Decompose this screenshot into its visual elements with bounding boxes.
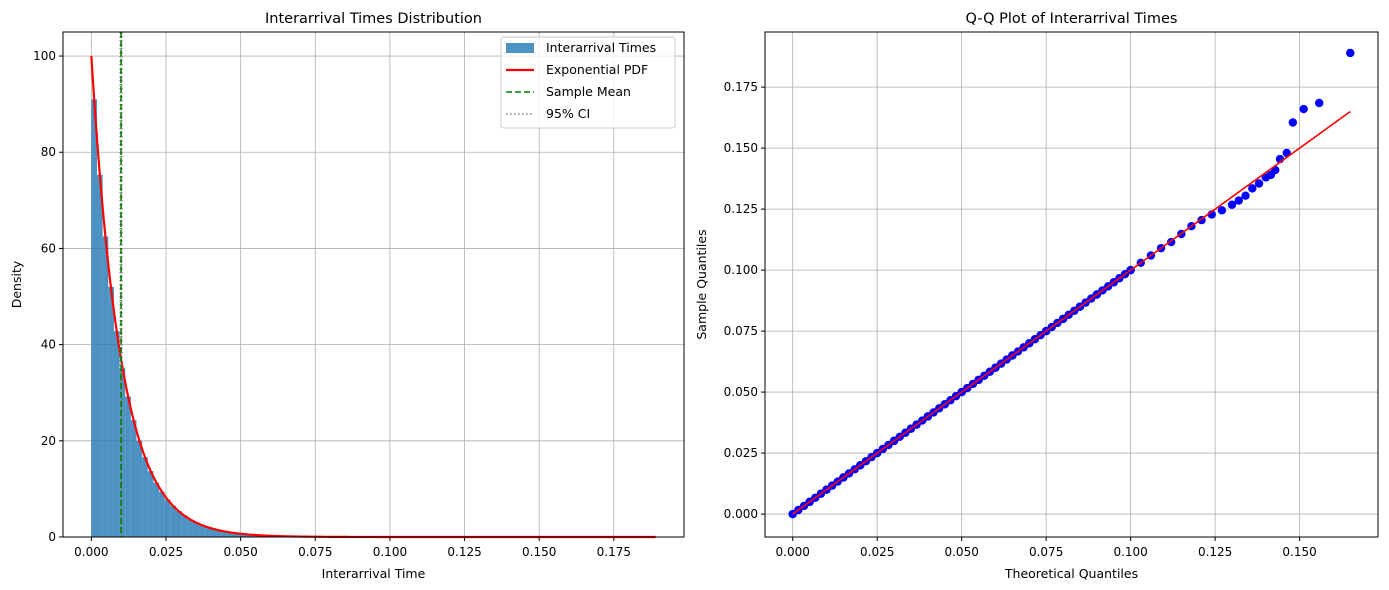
qq-x-tick-label: 0.050: [944, 545, 978, 559]
histogram-bar: [192, 522, 199, 537]
qq-y-tick-label: 0.000: [724, 507, 758, 521]
histogram-x-tick-label: 0.000: [74, 545, 108, 559]
histogram-bar: [164, 499, 171, 537]
qq-point: [1315, 98, 1324, 108]
qq-y-tick-label: 0.175: [724, 80, 758, 94]
qq-x-tick-label: 0.125: [1198, 545, 1232, 559]
histogram-panel: 0.000 0.025 0.050 0.075 0.100 0.125 0.150 0.175…: [9, 11, 685, 581]
histogram-bar: [159, 491, 165, 537]
qq-y-tick-label: 0.150: [724, 141, 758, 155]
histogram-bar: [97, 174, 103, 538]
histogram-bar: [181, 515, 188, 537]
histogram-bar: [108, 286, 114, 537]
histogram-bar: [198, 524, 205, 537]
qq-y-ticks: 0.000 0.025 0.050 0.075 0.100 0.125 0.150 0.175: [724, 80, 765, 521]
histogram-bar: [142, 457, 148, 537]
legend-box: [500, 36, 676, 129]
qq-points: [788, 48, 1355, 519]
histogram-bar: [243, 534, 250, 537]
legend-label-pdf: Exponential PDF: [546, 62, 648, 77]
histogram-x-label: Interarrival Time: [322, 566, 426, 581]
histogram-y-tick-label: 80: [41, 145, 56, 159]
qq-grid: [765, 32, 1378, 537]
histogram-y-tick-label: 40: [41, 338, 56, 352]
histogram-bar: [238, 533, 244, 537]
histogram-bar: [170, 505, 177, 537]
histogram-bar: [91, 99, 98, 537]
qq-point: [1346, 48, 1355, 58]
histogram-bar: [249, 534, 256, 537]
qq-x-tick-label: 0.075: [1029, 545, 1063, 559]
histogram-bar: [204, 526, 210, 537]
qq-y-tick-label: 0.075: [724, 324, 758, 338]
qq-reference-line-group: [792, 110, 1351, 515]
qq-reference-line: [792, 110, 1351, 515]
histogram-x-ticks: 0.000 0.025 0.050 0.075 0.100 0.125 0.150 0.175: [74, 537, 631, 559]
qq-x-ticks: 0.000 0.025 0.050 0.075 0.100 0.125 0.150: [776, 537, 1317, 559]
qq-x-label: Theoretical Quantiles: [1004, 566, 1138, 581]
histogram-bar: [136, 440, 143, 537]
legend-label-sample-mean: Sample Mean: [546, 84, 631, 99]
qq-point: [1217, 206, 1227, 215]
histogram-bars: [91, 99, 374, 538]
qq-panel: 0.000 0.025 0.050 0.075 0.100 0.125 0.150 0.00…: [694, 11, 1379, 581]
legend-label-histogram: Interarrival Times: [546, 40, 656, 55]
qq-y-tick-label: 0.050: [724, 385, 758, 399]
histogram-x-tick-label: 0.075: [298, 545, 332, 559]
histogram-bar: [125, 396, 131, 537]
histogram-y-tick-label: 0: [48, 530, 56, 544]
histogram-bar: [221, 531, 227, 537]
legend-swatch-histogram: [506, 43, 534, 53]
histogram-bar: [209, 528, 216, 537]
qq-point: [1227, 200, 1237, 209]
histogram-y-tick-label: 20: [41, 434, 56, 448]
histogram-legend: Interarrival Times Exponential PDF Sampl…: [500, 36, 676, 129]
qq-y-label: Sample Quantiles: [694, 229, 709, 339]
qq-x-tick-label: 0.000: [776, 545, 810, 559]
qq-y-tick-label: 0.025: [724, 446, 758, 460]
histogram-y-tick-label: 60: [41, 241, 56, 255]
histogram-x-tick-label: 0.125: [447, 545, 481, 559]
histogram-bar: [130, 420, 137, 537]
qq-x-tick-label: 0.025: [860, 545, 894, 559]
qq-point: [1254, 179, 1264, 188]
qq-point: [1241, 191, 1250, 200]
histogram-bar: [226, 532, 233, 537]
qq-y-tick-label: 0.125: [724, 202, 758, 216]
qq-axes-frame: [764, 31, 1379, 538]
legend-label-ci: 95% CI: [546, 106, 590, 121]
qq-x-tick-label: 0.100: [1113, 545, 1147, 559]
histogram-bar: [113, 331, 120, 537]
histogram-bar: [153, 482, 160, 537]
qq-point: [1299, 104, 1308, 114]
qq-x-tick-label: 0.150: [1282, 545, 1316, 559]
histogram-bar: [187, 519, 193, 537]
histogram-x-tick-label: 0.175: [597, 545, 631, 559]
histogram-y-tick-label: 100: [33, 49, 56, 63]
histogram-x-tick-label: 0.150: [522, 545, 556, 559]
histogram-axes-frame: [62, 31, 685, 538]
histogram-x-tick-label: 0.025: [149, 545, 183, 559]
qq-point: [1288, 118, 1298, 127]
histogram-y-ticks: 0 20 40 60 80 100: [33, 49, 63, 544]
histogram-bar: [232, 533, 239, 537]
histogram-bar: [215, 530, 222, 537]
histogram-bar: [102, 236, 109, 537]
qq-point: [1248, 184, 1257, 193]
histogram-bar: [176, 511, 182, 537]
histogram-title: Interarrival Times Distribution: [265, 11, 482, 27]
histogram-y-label: Density: [9, 260, 24, 308]
qq-title: Q-Q Plot of Interarrival Times: [966, 11, 1178, 27]
qq-y-tick-label: 0.100: [724, 263, 758, 277]
histogram-x-tick-label: 0.100: [373, 545, 407, 559]
qq-point: [1234, 196, 1243, 205]
histogram-x-tick-label: 0.050: [223, 545, 257, 559]
histogram-bar: [147, 471, 154, 537]
